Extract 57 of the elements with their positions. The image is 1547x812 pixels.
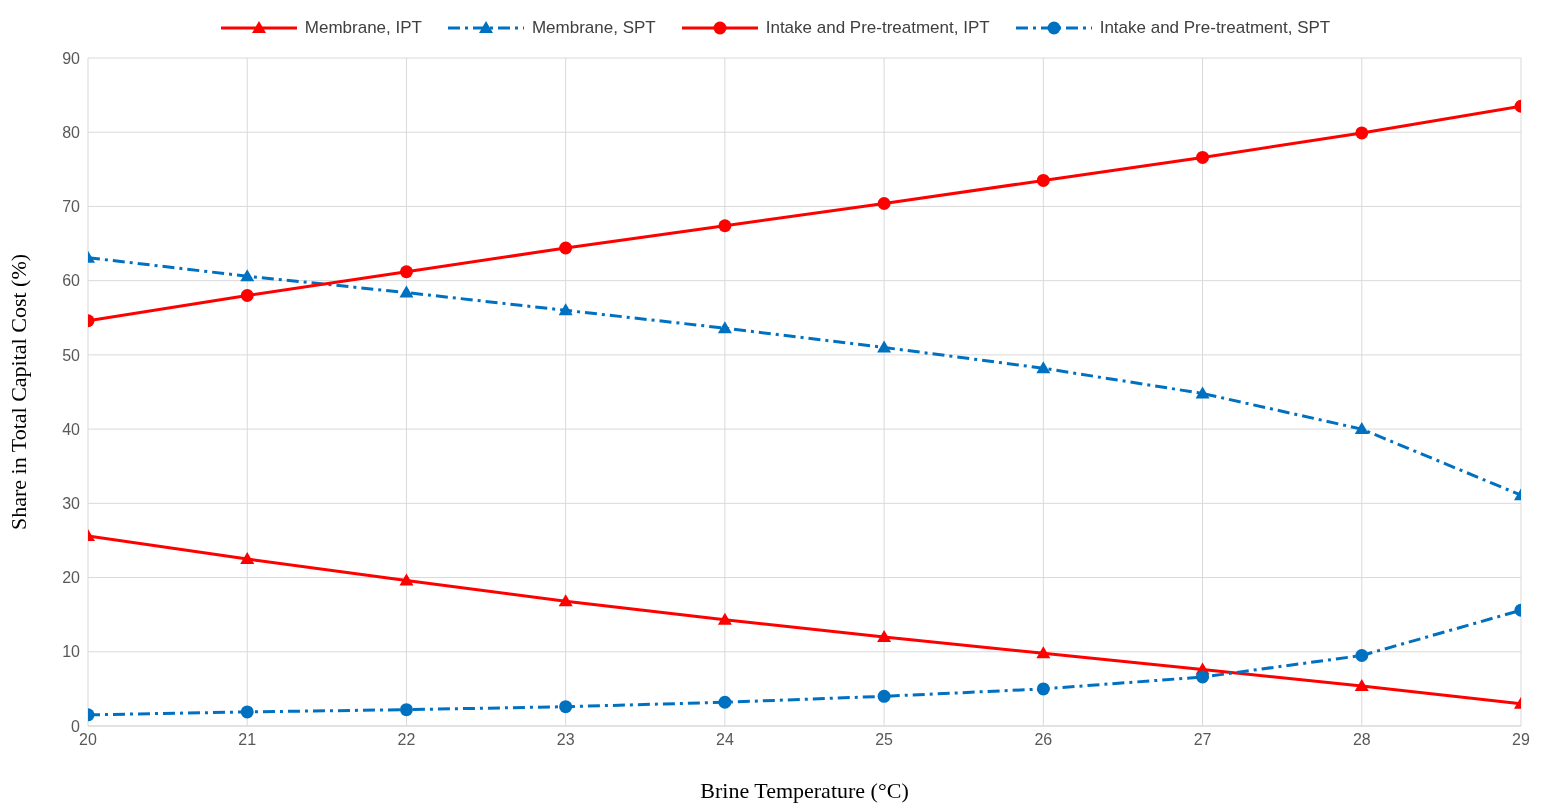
- x-tick-label: 24: [715, 731, 734, 749]
- point: [1036, 361, 1051, 374]
- point: [240, 289, 254, 303]
- x-tick-label: 23: [556, 731, 575, 749]
- point: [240, 269, 255, 282]
- x-tick-label: 26: [1034, 731, 1053, 749]
- point: [558, 303, 573, 316]
- point: [1355, 648, 1369, 662]
- point: [1036, 646, 1051, 659]
- x-tick-label: 20: [79, 731, 97, 749]
- point: [877, 340, 892, 353]
- point: [399, 285, 414, 298]
- point: [399, 573, 414, 586]
- y-tick-label: 60: [62, 272, 81, 290]
- legend-label: Intake and Pre-treatment, SPT: [1099, 18, 1331, 38]
- y-tick-label: 20: [62, 569, 81, 587]
- point: [718, 219, 732, 233]
- y-tick-label: 90: [62, 49, 81, 67]
- point: [240, 552, 255, 564]
- legend-label: Membrane, SPT: [531, 18, 656, 38]
- point: [1196, 150, 1210, 164]
- point: [1355, 126, 1369, 140]
- point: [559, 241, 573, 255]
- x-tick-label: 29: [1512, 731, 1530, 749]
- point: [399, 703, 413, 717]
- x-tick-label: 28: [1352, 731, 1371, 749]
- point: [718, 695, 732, 709]
- y-tick-label: 70: [62, 198, 81, 216]
- x-tick-label: 22: [397, 731, 416, 749]
- point: [558, 594, 573, 607]
- point: [559, 700, 573, 714]
- point: [1196, 670, 1210, 684]
- point: [1354, 422, 1369, 435]
- y-tick-label: 50: [62, 346, 81, 364]
- point: [1354, 678, 1369, 691]
- point: [1036, 173, 1050, 187]
- legend-label: Membrane, IPT: [304, 18, 422, 38]
- y-tick-label: 80: [62, 123, 81, 141]
- point: [399, 265, 413, 279]
- y-axis-title: Share in Total Capital Cost (%): [5, 253, 31, 531]
- point: [240, 705, 254, 719]
- x-tick-label: 21: [238, 731, 257, 749]
- legend-label: Intake and Pre-treatment, IPT: [765, 18, 990, 38]
- point: [1036, 682, 1050, 696]
- point: [1195, 386, 1210, 399]
- point: [877, 196, 891, 210]
- point: [877, 689, 891, 703]
- x-tick-label: 27: [1193, 731, 1212, 749]
- y-tick-label: 30: [62, 495, 81, 513]
- y-tick-label: 40: [62, 420, 81, 438]
- point: [877, 629, 892, 642]
- point: [717, 612, 732, 625]
- x-tick-label: 25: [875, 731, 894, 749]
- y-tick-label: 10: [62, 643, 81, 661]
- x-axis-title: Brine Temperature (°C): [700, 778, 909, 803]
- y-tick-label: 0: [71, 717, 81, 735]
- point: [717, 321, 732, 334]
